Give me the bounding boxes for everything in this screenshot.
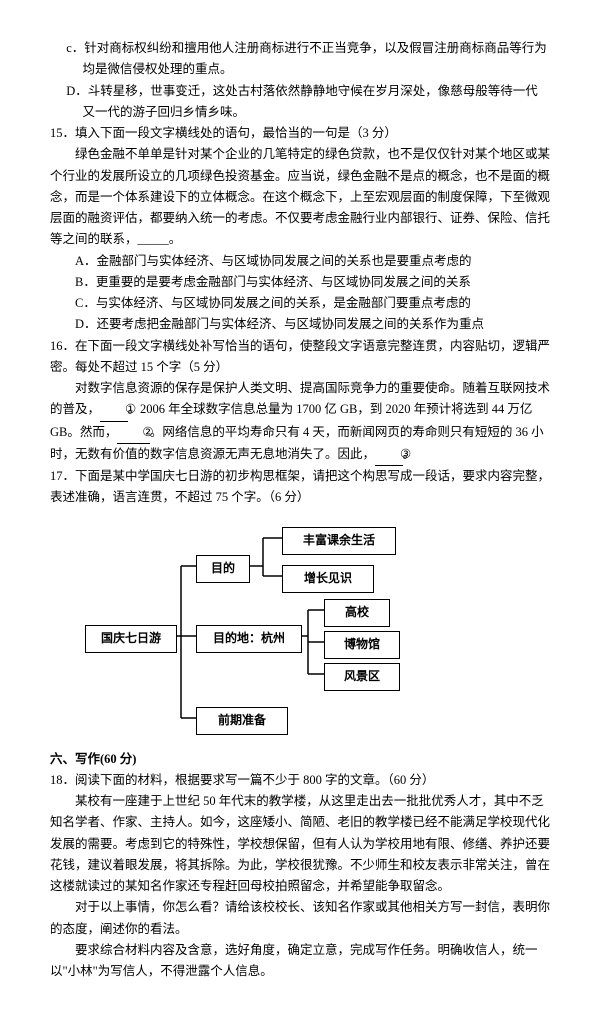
section-6-heading: 六、写作(60 分) <box>50 749 550 770</box>
q16-seg-d: 。 <box>403 447 416 461</box>
fill-blank-3: ③ <box>375 444 403 466</box>
node-main: 国庆七日游 <box>85 625 177 653</box>
q16-passage: 对数字信息资源的保存是保护人类文明、提高国际竞争力的重要使命。随着互联网技术的普… <box>50 378 550 466</box>
node-dest: 目的地：杭州 <box>196 625 302 653</box>
node-prep: 前期准备 <box>196 707 288 735</box>
q15-option-d: D．还要考虑把金融部门与实体经济、与区域协同发展之间的关系作为重点 <box>50 314 550 335</box>
q15-option-c: C．与实体经济、与区域协同发展之间的关系，是金融部门要重点考虑的 <box>50 293 550 314</box>
node-college: 高校 <box>324 599 390 627</box>
node-knowledge: 增长见识 <box>282 565 374 593</box>
node-scenic: 风景区 <box>324 663 400 691</box>
node-life: 丰富课余生活 <box>282 527 396 555</box>
q18-p2: 对于以上事情，你怎么看？请给该校校长、该知名作家或其他相关方写一封信，表明你的态… <box>50 897 550 940</box>
q15-passage: 绿色金融不单单是针对某个企业的几笔特定的绿色贷款，也不是仅仅针对某个地区或某个行… <box>50 144 550 250</box>
q14-option-d: D．斗转星移，世事变迁，这处古村落依然静静地守候在岁月深处，像慈母般等待一代又一… <box>83 81 551 124</box>
q15-option-a: A．金融部门与实体经济、与区域协同发展之间的关系也是要重点考虑的 <box>50 251 550 272</box>
q15-option-b: B．更重要的是要考虑金融部门与实体经济、与区域协同发展之间的关系 <box>50 272 550 293</box>
fill-blank-2: ② <box>117 422 150 444</box>
q15-stem: 15．填入下面一段文字横线处的语句，最恰当的一句是（3 分） <box>50 123 550 144</box>
q18-stem: 18．阅读下面的材料，根据要求写一篇不少于 800 字的文章。（60 分） <box>50 770 550 791</box>
flowchart-diagram: 国庆七日游 目的 丰富课余生活 增长见识 目的地：杭州 高校 博物馆 风景区 前… <box>80 519 400 737</box>
q18-p3: 要求综合材料内容及含意，选好角度，确定立意，完成写作任务。明确收信人，统一以"小… <box>50 940 550 983</box>
q17-stem: 17．下面是某中学国庆七日游的初步构思框架，请把这个构思写成一段话，要求内容完整… <box>50 466 550 509</box>
q18-p1: 某校有一座建于上世纪 50 年代末的教学楼，从这里走出去一批批优秀人才，其中不乏… <box>50 791 550 897</box>
exam-page: c．针对商标权纠纷和擅用他人注册商标进行不正当竞争，以及假冒注册商标商品等行为均… <box>0 0 600 1012</box>
node-museum: 博物馆 <box>324 631 400 659</box>
node-purpose: 目的 <box>196 555 250 583</box>
fill-blank-1: ① <box>100 399 128 421</box>
q16-stem: 16．在下面一段文字横线处补写恰当的语句，使整段文字语意完整连贯，内容贴切，逻辑… <box>50 336 550 379</box>
q14-option-c: c．针对商标权纠纷和擅用他人注册商标进行不正当竞争，以及假冒注册商标商品等行为均… <box>83 38 551 81</box>
